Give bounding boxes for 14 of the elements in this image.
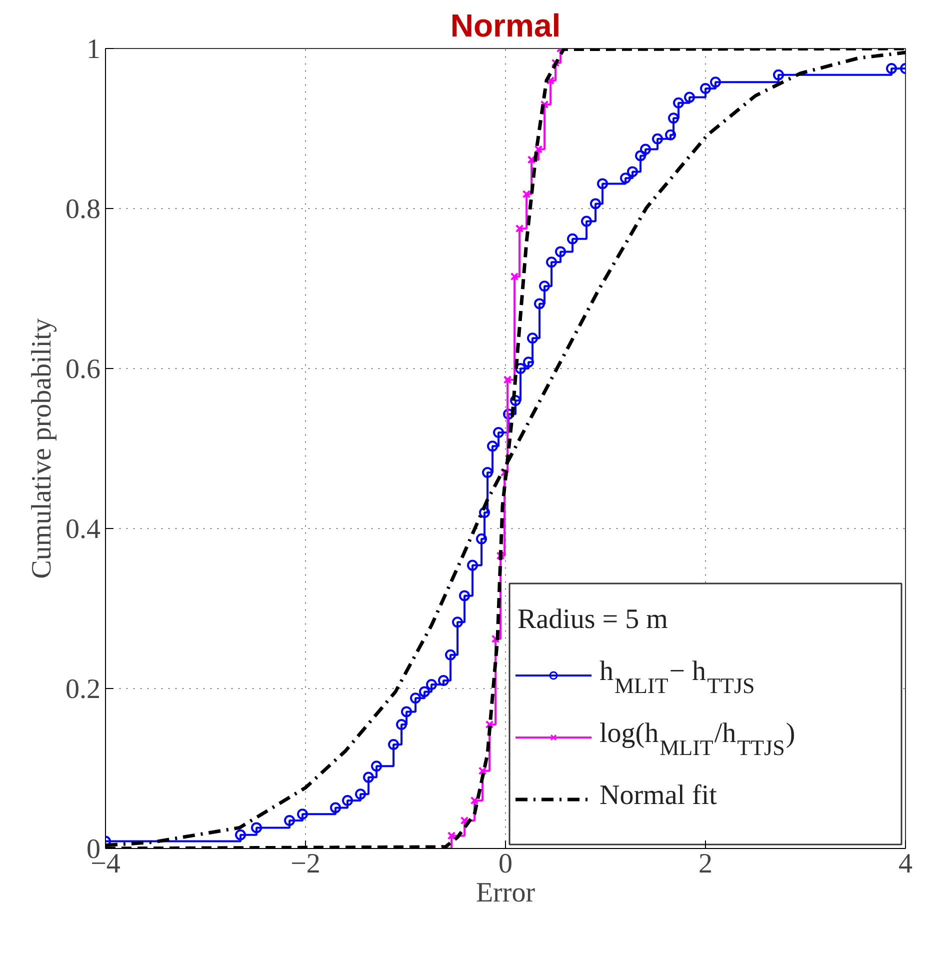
y-tick-label: 0.4 [66,514,100,545]
y-axis-title: Cumulative probability [26,318,58,579]
y-tick-label: 0.6 [66,354,100,385]
chart-title: Normal [450,8,561,44]
x-tick-label: 0 [498,848,512,880]
x-axis-title: Error [476,878,536,908]
legend-label: Normal fit [600,780,718,811]
x-tick-label: 4 [898,848,912,880]
y-tick-label: 1 [86,34,100,65]
y-tick-label: 0.8 [66,194,100,225]
legend-title: Radius = 5 m [518,604,668,635]
y-tick-label: 0.2 [66,674,100,705]
x-tick-label: −2 [290,848,320,880]
x-tick-label: 2 [698,848,712,880]
